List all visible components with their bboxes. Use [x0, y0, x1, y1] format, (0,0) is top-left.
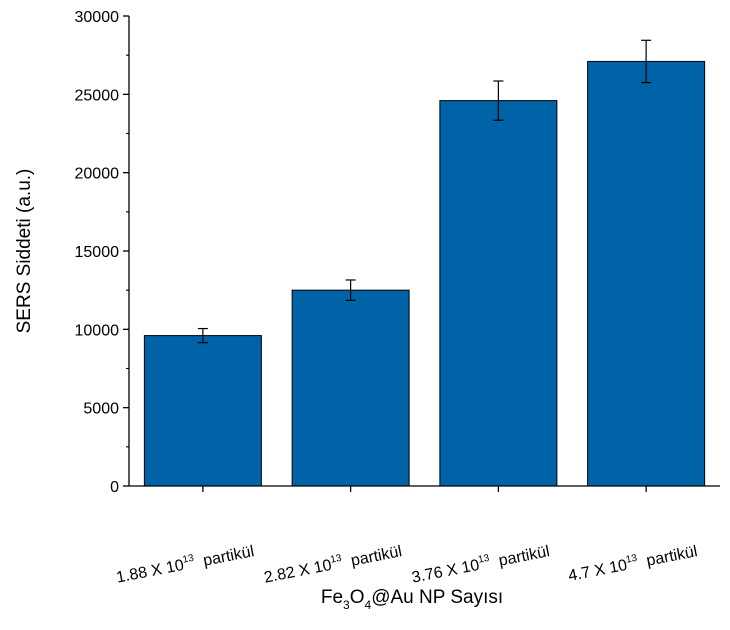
error-bars-group [197, 39, 652, 344]
y-tick-label: 25000 [75, 87, 120, 104]
x-ticks-group [202, 486, 647, 492]
x-axis-title: Fe3O4@Au NP Sayısı [321, 587, 503, 612]
bar [587, 60, 706, 487]
bar [143, 335, 262, 487]
bars-group [143, 60, 706, 487]
x-axis-title-part3: @Au NP Sayısı [371, 587, 503, 608]
y-tick-label: 15000 [75, 244, 120, 261]
y-tick-label: 20000 [75, 166, 120, 183]
x-axis-title-part1: Fe [321, 587, 343, 608]
y-axis-title: SERS Siddeti (a.u.) [14, 169, 35, 334]
x-category-label: 3.76 X 1013 partikül [410, 541, 551, 586]
y-ticks-group: 0 5000 10000 15000 20000 25000 30000 [75, 9, 129, 496]
bar [291, 289, 410, 487]
bar [439, 100, 558, 487]
x-category-label: 2.82 X 1013 partikül [262, 541, 403, 586]
x-axis-title-subscript2: 4 [365, 598, 372, 612]
y-tick-label: 5000 [83, 401, 119, 418]
x-category-label: 4.7 X 1013 partikül [566, 541, 698, 585]
y-tick-label: 0 [110, 479, 119, 496]
x-axis-title-subscript1: 3 [343, 598, 350, 612]
y-tick-label: 10000 [75, 322, 120, 339]
x-category-label: 1.88 X 1013 partikül [114, 541, 255, 586]
y-tick-label: 30000 [75, 9, 120, 26]
x-category-labels: 1.88 X 1013 partikül 2.82 X 1013 partikül… [114, 541, 699, 586]
x-axis-title-part2: O [350, 587, 365, 608]
